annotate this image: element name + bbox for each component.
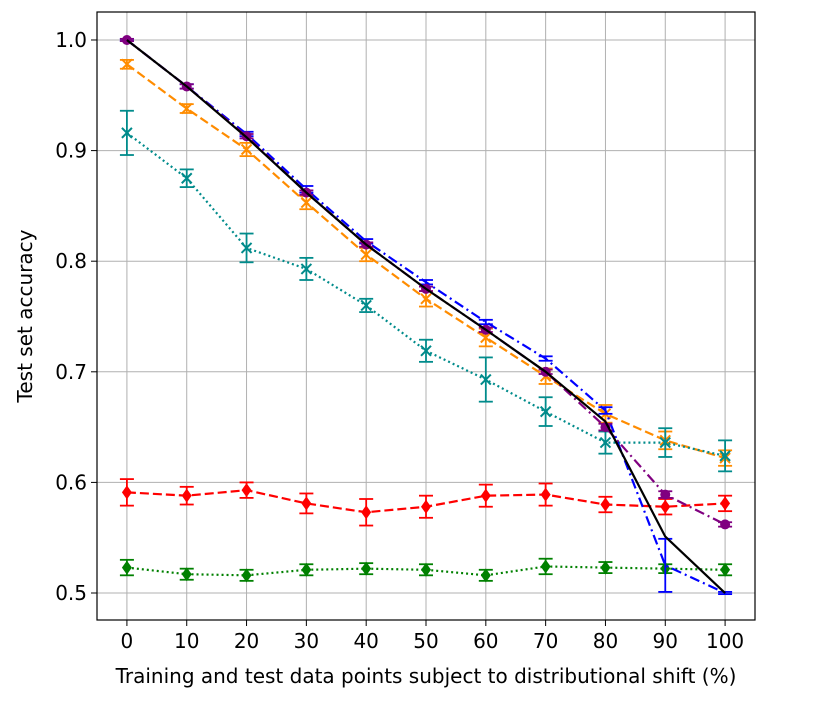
marker xyxy=(240,143,253,156)
marker xyxy=(420,345,432,357)
marker xyxy=(599,436,612,449)
series xyxy=(119,478,733,527)
marker xyxy=(720,496,731,511)
y-tick-label: 0.8 xyxy=(55,249,87,273)
x-tick-label: 70 xyxy=(533,629,558,653)
series xyxy=(119,557,733,583)
marker xyxy=(540,487,551,502)
marker xyxy=(659,436,671,449)
marker xyxy=(181,567,192,582)
marker xyxy=(121,560,132,575)
y-tick-label: 0.5 xyxy=(55,581,87,605)
marker xyxy=(660,499,671,514)
marker xyxy=(181,172,193,184)
marker xyxy=(360,248,372,261)
marker xyxy=(720,519,731,530)
marker xyxy=(360,299,372,312)
marker xyxy=(719,450,731,462)
error-bar xyxy=(598,406,613,415)
marker xyxy=(300,263,313,275)
x-tick-label: 10 xyxy=(174,629,199,653)
marker xyxy=(421,499,431,514)
marker xyxy=(361,505,372,520)
x-tick-label: 100 xyxy=(706,629,744,653)
marker xyxy=(420,293,432,305)
marker xyxy=(540,559,551,574)
marker xyxy=(480,373,492,386)
x-tick-label: 20 xyxy=(234,629,259,653)
marker xyxy=(121,485,132,500)
marker xyxy=(600,497,611,512)
y-axis-label: Test set accuracy xyxy=(13,229,37,403)
marker xyxy=(600,560,611,575)
marker xyxy=(181,102,193,115)
marker xyxy=(301,496,312,511)
marker xyxy=(480,568,491,583)
marker xyxy=(300,196,313,209)
line xyxy=(126,565,726,577)
error-bar xyxy=(419,279,433,286)
x-tick-label: 80 xyxy=(593,629,618,653)
error-bar xyxy=(658,537,673,593)
y-tick-label: 0.9 xyxy=(55,139,87,163)
y-tick-label: 1.0 xyxy=(55,28,87,52)
error-bar xyxy=(538,355,553,362)
y-tick-label: 0.7 xyxy=(55,360,87,384)
marker xyxy=(421,562,431,577)
x-axis-label: Training and test data points subject to… xyxy=(115,664,737,688)
marker xyxy=(121,127,133,139)
x-tick-label: 90 xyxy=(653,629,678,653)
marker xyxy=(121,58,133,71)
marker xyxy=(539,405,552,418)
plot-frame xyxy=(96,11,756,621)
marker xyxy=(720,562,731,577)
marker xyxy=(660,489,671,500)
marker xyxy=(181,488,192,503)
series xyxy=(119,109,733,473)
x-tick-label: 0 xyxy=(121,629,134,653)
y-tick-label: 0.6 xyxy=(55,470,87,494)
marker xyxy=(241,483,252,498)
grid xyxy=(97,12,755,620)
marker xyxy=(480,488,491,503)
line xyxy=(126,39,726,594)
marker xyxy=(480,331,492,344)
marker xyxy=(241,568,252,583)
x-tick-label: 50 xyxy=(413,629,438,653)
series xyxy=(126,39,726,594)
marker xyxy=(240,242,253,254)
marker xyxy=(361,561,372,576)
x-tick-label: 40 xyxy=(353,629,378,653)
x-tick-label: 60 xyxy=(473,629,498,653)
marker xyxy=(301,562,312,577)
error-bar xyxy=(478,318,493,326)
x-tick-label: 30 xyxy=(294,629,319,653)
